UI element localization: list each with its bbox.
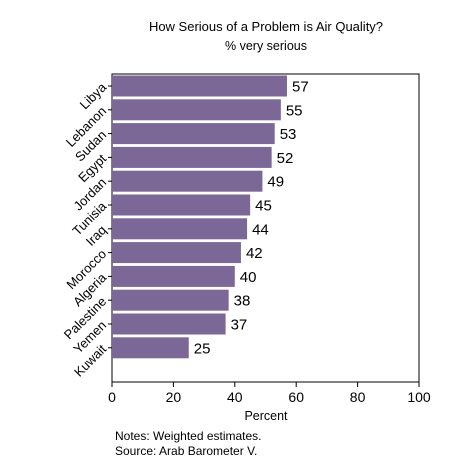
x-tick-label-0: 0 xyxy=(108,389,116,405)
x-tick-label-20: 20 xyxy=(166,389,182,405)
bar-kuwait xyxy=(112,337,189,359)
bar-jordan xyxy=(112,170,263,192)
bars-group: 57 55 53 52 49 45 44 42 40 38 37 25 xyxy=(112,75,309,359)
x-tick-label-60: 60 xyxy=(288,389,304,405)
bar-lebanon xyxy=(112,99,281,121)
bar-sudan xyxy=(112,123,275,145)
x-tick-label-40: 40 xyxy=(227,389,243,405)
chart-subtitle: % very serious xyxy=(225,39,307,53)
category-labels-group: LibyaLebanonSudanEgyptJordanTunisiaIraqM… xyxy=(61,79,112,380)
data-label-libya: 57 xyxy=(292,79,309,96)
x-axis-label: Percent xyxy=(244,409,288,423)
data-label-palestine: 38 xyxy=(234,293,251,310)
data-label-iraq: 44 xyxy=(252,221,269,238)
data-label-algeria: 40 xyxy=(240,269,257,286)
bar-tunisia xyxy=(112,194,251,216)
data-label-yemen: 37 xyxy=(231,317,248,334)
bar-libya xyxy=(112,75,287,97)
bar-algeria xyxy=(112,265,235,287)
bar-egypt xyxy=(112,146,272,168)
x-tick-label-80: 80 xyxy=(350,389,366,405)
bar-iraq xyxy=(112,218,248,240)
data-label-kuwait: 25 xyxy=(194,340,211,357)
bar-palestine xyxy=(112,289,229,311)
notes-text: Notes: Weighted estimates. xyxy=(115,429,262,443)
data-label-egypt: 52 xyxy=(277,150,294,167)
category-label-libya: Libya xyxy=(77,79,110,112)
data-label-morocco: 42 xyxy=(246,245,263,262)
bar-morocco xyxy=(112,242,241,264)
x-axis: 0 20 40 60 80 100 xyxy=(108,382,431,405)
source-text: Source: Arab Barometer V. xyxy=(115,444,257,458)
data-label-sudan: 53 xyxy=(280,126,297,143)
bar-yemen xyxy=(112,313,226,335)
data-label-jordan: 49 xyxy=(267,174,284,191)
data-label-tunisia: 45 xyxy=(255,198,272,215)
x-tick-label-100: 100 xyxy=(407,389,431,405)
chart-title: How Serious of a Problem is Air Quality? xyxy=(149,19,383,34)
data-label-lebanon: 55 xyxy=(286,102,303,119)
